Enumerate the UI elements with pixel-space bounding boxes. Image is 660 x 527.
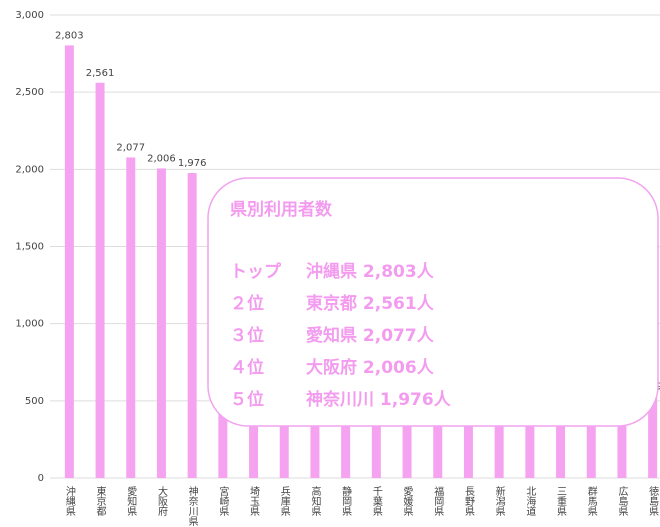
x-tick-label: 愛知県 xyxy=(125,485,137,517)
x-tick-label: 三重県 xyxy=(555,486,567,517)
annotation-rank: ５位 xyxy=(230,389,264,410)
annotation-value: 沖縄県 2,803人 xyxy=(306,261,435,282)
annotation-rank: ４位 xyxy=(230,357,264,378)
annotation-value: 神奈川川 1,976人 xyxy=(306,389,452,410)
y-tick-label: 500 xyxy=(25,396,44,407)
bar xyxy=(187,173,197,478)
x-tick-label: 愛媛県 xyxy=(401,485,413,517)
x-tick-label: 徳島県 xyxy=(647,485,659,517)
annotation-rank: トップ xyxy=(230,261,282,282)
y-tick-label: 3,000 xyxy=(15,10,44,21)
x-tick-label: 新潟県 xyxy=(493,485,505,517)
x-tick-label: 神奈川県 xyxy=(186,485,198,527)
x-tick-label: 大阪府 xyxy=(155,485,167,517)
y-tick-label: 1,000 xyxy=(15,319,44,330)
bar xyxy=(617,391,627,478)
bar xyxy=(95,82,105,479)
x-tick-label: 沖縄県 xyxy=(63,485,75,517)
bar xyxy=(126,157,136,479)
x-tick-label: 千葉県 xyxy=(370,486,382,517)
x-tick-label: 長野県 xyxy=(462,486,474,517)
bar xyxy=(556,377,566,478)
y-tick-label: 2,500 xyxy=(15,87,44,98)
annotation-box xyxy=(207,177,659,427)
x-tick-label: 静岡県 xyxy=(340,485,352,517)
bar xyxy=(156,168,166,478)
x-tick-label: 兵庫県 xyxy=(278,485,290,517)
x-tick-label: 高知県 xyxy=(309,485,321,517)
data-label: 2,077 xyxy=(116,142,145,153)
annotation-title: 県別利用者数 xyxy=(230,199,333,220)
x-tick-label: 東京都 xyxy=(94,485,106,517)
data-label: 1,976 xyxy=(178,158,207,169)
annotation-rank: ３位 xyxy=(230,325,264,346)
data-label: 2,006 xyxy=(147,153,176,164)
x-tick-label: 埼玉県 xyxy=(248,485,260,517)
bar xyxy=(586,385,596,478)
annotation-rank: ２位 xyxy=(230,293,264,314)
x-tick-label: 群馬県 xyxy=(585,485,597,517)
y-tick-label: 2,000 xyxy=(15,164,44,175)
annotation-value: 東京都 2,561人 xyxy=(306,293,435,314)
y-tick-label: 1,500 xyxy=(15,242,44,253)
annotation-value: 愛知県 2,077人 xyxy=(306,325,435,346)
x-tick-label: 宮崎県 xyxy=(217,485,229,517)
bar xyxy=(648,396,658,478)
bar xyxy=(64,45,74,479)
x-tick-label: 福岡県 xyxy=(432,485,444,517)
x-tick-label: 北海道 xyxy=(524,486,536,516)
data-label: 2,561 xyxy=(86,68,115,79)
x-tick-label: 広島県 xyxy=(616,485,628,517)
y-tick-label: 0 xyxy=(38,473,44,484)
annotation-value: 大阪府 2,006人 xyxy=(306,357,435,378)
data-label: 2,803 xyxy=(55,30,84,41)
